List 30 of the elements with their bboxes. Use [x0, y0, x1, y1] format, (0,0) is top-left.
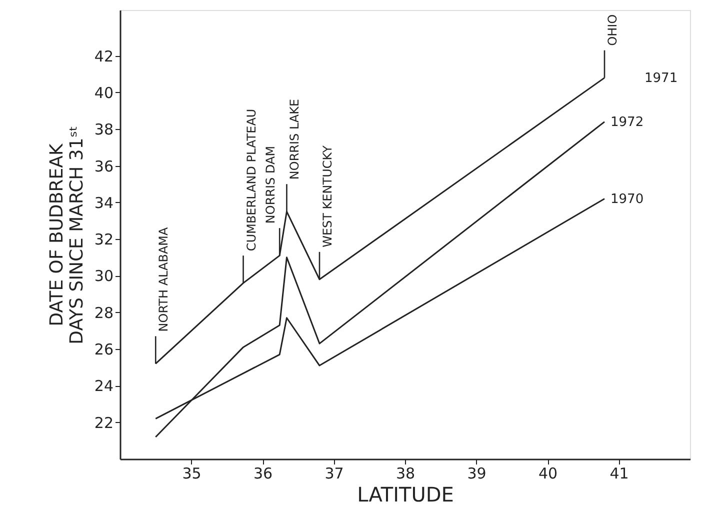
- x-axis-title: LATITUDE: [357, 482, 454, 506]
- x-tick-label: 41: [610, 464, 629, 482]
- y-tick-label: 40: [94, 84, 114, 102]
- y-tick-label: 30: [94, 267, 114, 286]
- text: 1971: [644, 70, 678, 86]
- x-tick-label: 39: [467, 464, 486, 482]
- x-tick-label: 38: [396, 464, 416, 482]
- annotation: NORRIS LAKE: [288, 98, 302, 180]
- y-tick-label: 34: [94, 194, 114, 212]
- text: DATE OF BUDBREAK: [46, 144, 68, 326]
- x-tick-label: 36: [253, 464, 273, 482]
- series-label: 1970: [610, 192, 644, 207]
- y-tick-label: 42: [94, 47, 114, 66]
- x-tick-label: 40: [538, 464, 558, 482]
- annotation: OHIO: [606, 14, 620, 46]
- y-tick-label: 24: [94, 377, 114, 396]
- y-tick-label: 28: [94, 304, 114, 322]
- annotation: NORTH ALABAMA: [156, 226, 171, 332]
- text: DAYS SINCE MARCH 31ˢᵗ: [66, 126, 88, 344]
- y-tick-label: 36: [94, 157, 114, 176]
- y-tick-label: 26: [94, 340, 114, 359]
- annotation: NORRIS DAM: [264, 146, 278, 224]
- x-tick-label: 37: [324, 464, 344, 482]
- y-tick-label: 32: [94, 230, 114, 249]
- x-tick-label: 35: [182, 464, 202, 482]
- annotation: CUMBERLAND PLATEAU: [244, 108, 258, 252]
- series-label: 1972: [610, 114, 644, 130]
- y-tick-label: 38: [94, 120, 114, 139]
- y-tick-label: 22: [94, 414, 114, 432]
- annotation: WEST KENTUCKY: [320, 144, 334, 248]
